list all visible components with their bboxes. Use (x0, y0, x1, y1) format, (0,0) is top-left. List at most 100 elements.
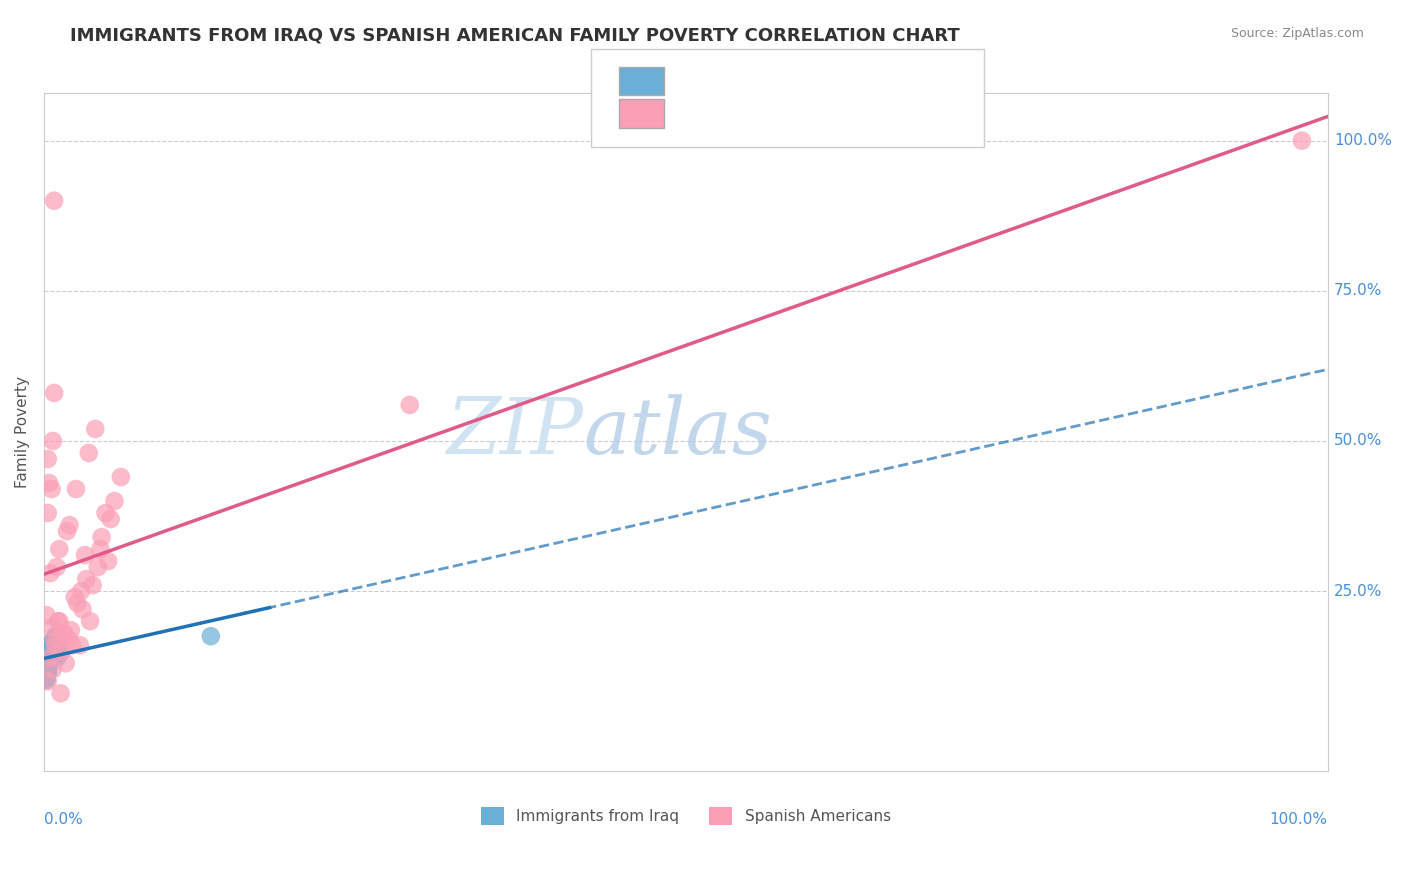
Point (42, 645, 65, 659)
Text: 100.0%: 100.0% (1334, 133, 1392, 148)
Point (1291, 134, 1313, 148)
Point (89, 542, 111, 557)
Point (59, 623, 82, 637)
Point (38, 650, 60, 665)
Point (48, 614, 70, 628)
Text: Source: ZipAtlas.com: Source: ZipAtlas.com (1230, 27, 1364, 40)
Point (39, 645, 62, 659)
Point (44, 629, 66, 643)
Point (38, 655, 60, 669)
Point (37, 657, 59, 671)
Point (41, 638, 63, 652)
Point (44, 194, 66, 208)
Point (41, 482, 63, 496)
Point (35, 664, 58, 678)
Point (90, 530, 112, 544)
Point (39, 648, 62, 663)
Point (37, 665, 59, 680)
Point (41, 648, 63, 663)
Point (44, 635, 66, 649)
Text: 75.0%: 75.0% (1334, 284, 1382, 298)
Point (58, 518, 80, 533)
Point (42, 643, 65, 657)
Point (45, 640, 67, 655)
Point (41, 620, 63, 634)
Point (37, 664, 59, 678)
Point (35, 668, 58, 682)
Point (35, 608, 58, 623)
Point (37, 661, 59, 675)
Point (44, 632, 66, 647)
Point (37, 664, 59, 678)
Point (48, 542, 70, 557)
Point (44, 632, 66, 647)
Point (38, 652, 60, 666)
Point (97, 554, 120, 568)
Point (48, 647, 70, 661)
Point (52, 626, 75, 640)
Point (35, 673, 58, 687)
Point (110, 470, 132, 484)
Point (45, 640, 67, 654)
Text: ZIP: ZIP (446, 394, 583, 470)
Point (37, 506, 59, 520)
Point (42, 434, 65, 448)
Point (39, 641, 62, 656)
Point (35, 671, 58, 685)
Point (41, 645, 63, 659)
Point (79, 614, 101, 628)
Point (44, 633, 66, 648)
Point (63, 590, 86, 604)
Point (45, 651, 67, 665)
Point (42, 633, 65, 648)
Point (39, 644, 62, 658)
Point (35, 667, 58, 681)
Point (39, 653, 62, 667)
Point (37, 674, 59, 689)
Point (55, 657, 77, 671)
Point (398, 398, 420, 412)
Legend: Immigrants from Iraq, Spanish Americans: Immigrants from Iraq, Spanish Americans (475, 801, 897, 831)
Point (39, 566, 62, 581)
Point (44, 633, 66, 648)
Point (41, 647, 63, 661)
Point (41, 648, 63, 662)
Point (34, 671, 56, 685)
Point (37, 660, 59, 674)
Point (66, 596, 89, 610)
Point (41, 645, 63, 659)
Point (41, 650, 63, 665)
Point (44, 637, 66, 651)
Point (37, 665, 59, 680)
Y-axis label: Family Poverty: Family Poverty (15, 376, 30, 488)
Point (42, 634, 65, 648)
Point (65, 482, 87, 496)
Point (60, 638, 83, 652)
Point (44, 637, 66, 651)
Point (56, 524, 79, 538)
Point (72, 602, 94, 616)
Point (44, 638, 66, 652)
Point (53, 626, 76, 640)
Point (38, 657, 60, 672)
Point (35, 669, 58, 683)
Point (35, 657, 58, 672)
Point (42, 662, 65, 676)
Point (100, 512, 122, 526)
Point (38, 655, 60, 669)
Point (37, 665, 59, 680)
Point (37, 452, 59, 467)
Point (49, 686, 72, 700)
Text: 25.0%: 25.0% (1334, 583, 1382, 599)
Point (46, 614, 69, 628)
Point (41, 648, 63, 663)
Point (94, 506, 117, 520)
Point (44, 386, 66, 401)
Point (77, 446, 100, 460)
Point (39, 648, 62, 663)
Point (58, 632, 80, 647)
Point (75, 572, 97, 586)
Text: 100.0%: 100.0% (1270, 812, 1327, 827)
Text: 0.0%: 0.0% (44, 812, 83, 827)
Point (37, 662, 59, 676)
